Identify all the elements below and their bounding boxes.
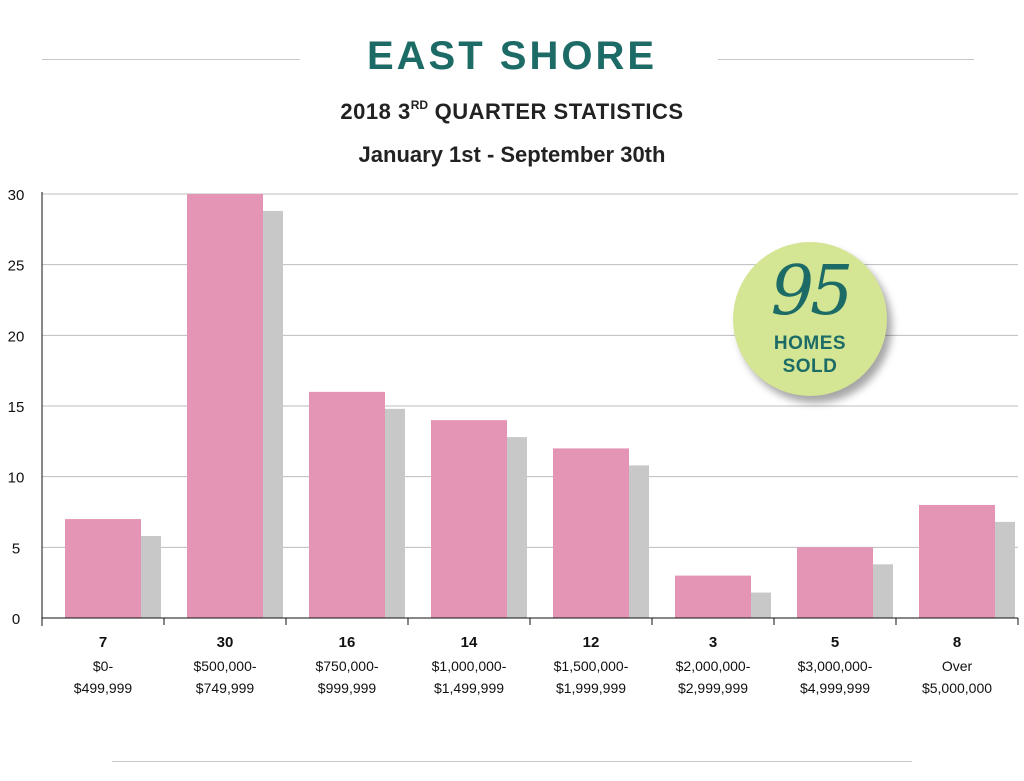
header-rule-left: [42, 59, 300, 60]
footer-rule: [112, 761, 912, 762]
bar-count-label: 30: [217, 634, 234, 651]
bar-shadow: [507, 437, 527, 618]
bar-count-label: 5: [831, 634, 839, 651]
category-label-line1: $1,500,000-: [554, 658, 629, 674]
subtitle-year: 2018 3: [340, 99, 411, 124]
bar: [187, 194, 263, 618]
homes-sold-badge: 95 HOMES SOLD: [733, 242, 887, 396]
homes-label: HOMES: [773, 333, 847, 354]
category-label-line2: $2,999,999: [678, 680, 748, 696]
homes-sold-count: 95: [770, 252, 854, 331]
bar-shadow: [995, 521, 1015, 618]
category-label-line1: $1,000,000-: [432, 658, 507, 674]
bar-shadow: [141, 536, 161, 618]
y-tick-label: 5: [12, 540, 20, 557]
category-label-line2: $5,000,000: [922, 680, 992, 696]
bar: [797, 547, 873, 618]
y-tick-label: 30: [8, 187, 25, 204]
bar-shadow: [873, 564, 893, 618]
category-label-line1: $3,000,000-: [798, 658, 873, 674]
subtitle-text: QUARTER STATISTICS: [428, 99, 684, 124]
date-range: January 1st - September 30th: [358, 142, 666, 167]
category-label-line1: $750,000-: [315, 658, 378, 674]
category-label-line2: $749,999: [196, 680, 255, 696]
y-tick-label: 25: [8, 258, 25, 275]
bar-shadow: [629, 465, 649, 618]
bar-shadow: [751, 592, 771, 618]
category-label-line1: $500,000-: [193, 658, 256, 674]
category-label-line2: $4,999,999: [800, 680, 870, 696]
bar-count-label: 7: [99, 634, 107, 651]
page-subtitle: 2018 3RD QUARTER STATISTICS: [0, 98, 1024, 125]
bar: [553, 448, 629, 618]
y-tick-label: 0: [12, 611, 20, 628]
bar-count-label: 3: [709, 634, 717, 651]
category-label-line1: $2,000,000-: [676, 658, 751, 674]
bar-shadow: [263, 210, 283, 618]
category-label-line2: $499,999: [74, 680, 133, 696]
category-label-line2: $1,499,999: [434, 680, 504, 696]
bar-count-label: 14: [461, 634, 478, 651]
bar-count-label: 8: [953, 634, 961, 651]
bar: [431, 420, 507, 618]
header-rule-right: [718, 59, 974, 60]
y-tick-label: 20: [8, 328, 25, 345]
bar-shadow: [385, 408, 405, 618]
y-tick-label: 15: [8, 399, 25, 416]
category-label-line1: Over: [942, 658, 973, 674]
bar: [675, 575, 751, 618]
bar: [65, 519, 141, 618]
sold-label: SOLD: [782, 356, 838, 377]
page-title: EAST SHORE: [366, 34, 658, 78]
bar: [309, 391, 385, 618]
category-label-line2: $999,999: [318, 680, 377, 696]
bar-count-label: 12: [583, 634, 600, 651]
category-label-line2: $1,999,999: [556, 680, 626, 696]
bar-count-label: 16: [339, 634, 356, 651]
y-tick-label: 10: [8, 470, 25, 487]
category-label-line1: $0-: [93, 658, 114, 674]
bar: [919, 504, 995, 618]
subtitle-superscript: RD: [410, 98, 429, 112]
